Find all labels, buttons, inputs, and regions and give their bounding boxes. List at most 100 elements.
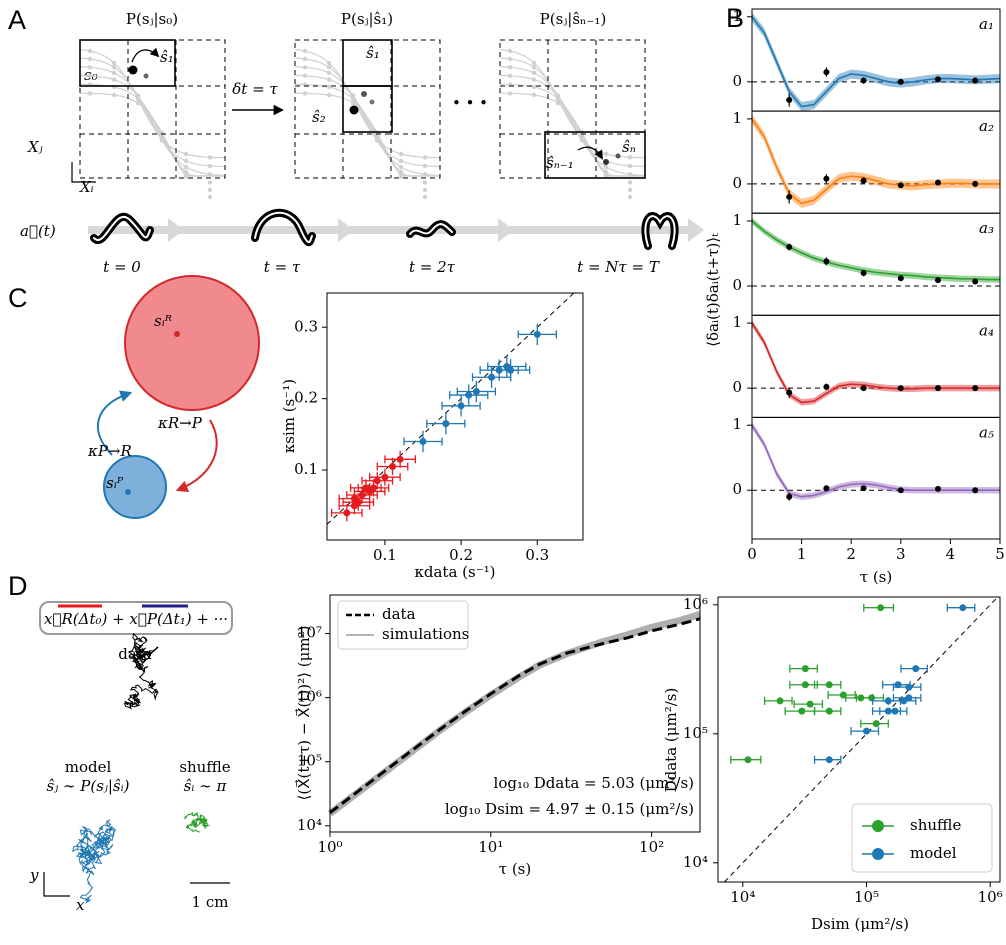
x-tick-label: 10⁰ (317, 838, 342, 856)
data-point (488, 373, 496, 381)
confidence-band (752, 421, 1000, 500)
data-point (786, 244, 793, 251)
data-point (877, 604, 885, 612)
state-dot (111, 77, 117, 82)
series-label: a₄ (979, 321, 994, 339)
state-dot (87, 65, 93, 70)
state-dot (507, 48, 513, 54)
state-dot (555, 101, 561, 106)
x-tick-label: 10⁴ (730, 888, 755, 906)
data-point (533, 330, 541, 338)
state-dot (531, 65, 537, 70)
legend-box (851, 803, 993, 873)
data-point (860, 270, 867, 277)
curve (751, 322, 1000, 404)
grid-title: P(sⱼ|ŝₙ₋₁) (540, 10, 607, 28)
panel-label: A (8, 5, 26, 35)
axis-label: Xⱼ (27, 138, 43, 156)
data-point (868, 694, 876, 702)
state-curve (294, 48, 441, 159)
state-dot (111, 60, 117, 66)
data-point (935, 76, 941, 83)
y-tick-label: 1 (732, 211, 742, 229)
state-dot (302, 56, 308, 62)
concat-label: x⃗R(Δt₀) + x⃗P(Δt₁) + ··· (44, 610, 228, 628)
data-point (801, 681, 809, 689)
state-curve (499, 66, 646, 176)
state-label: ŝ₂ (312, 108, 326, 126)
state-curve (79, 66, 226, 176)
trajectory (184, 812, 210, 833)
state-dot (111, 92, 117, 98)
data-point (786, 389, 793, 396)
x-axis-label: τ (s) (499, 860, 531, 878)
data-point (897, 385, 904, 392)
state-dot (326, 70, 332, 76)
data-point (442, 420, 450, 428)
series-label: a₅ (979, 423, 994, 441)
state-dot (349, 105, 359, 115)
state-label: ŝ₁ (366, 44, 380, 62)
legend-box (337, 600, 469, 650)
data-point (863, 727, 871, 735)
annotation: log₁₀ Dsim = 4.97 ± 0.15 (μm²/s) (445, 800, 694, 818)
state-dot (183, 164, 189, 170)
state-dot (350, 101, 356, 106)
transition-arrow (577, 146, 603, 160)
y-tick-label: 0 (732, 174, 742, 192)
data-point (897, 275, 904, 282)
state-dot (615, 153, 621, 159)
legend-swatch (872, 848, 884, 860)
posture (644, 215, 676, 247)
data-point (860, 385, 867, 392)
state-dot (302, 48, 308, 54)
data-point (806, 700, 814, 708)
posture-label: a⃗(t) (20, 222, 56, 240)
data-point (507, 366, 515, 374)
state-curve (294, 92, 440, 177)
y-tick-label: 10⁷ (297, 624, 322, 642)
data-point (825, 681, 833, 689)
data-point (786, 493, 793, 500)
data-point (825, 707, 833, 715)
state-dot (135, 101, 141, 106)
data-point (935, 179, 941, 186)
data-point (905, 683, 913, 691)
state-dot (302, 65, 308, 70)
data-point (343, 509, 351, 517)
state-dot (422, 187, 428, 193)
state-label: sᵢᴾ (106, 474, 124, 492)
x-tick-label: 5 (995, 545, 1005, 563)
state-dot (207, 180, 213, 185)
state-dot (603, 151, 609, 157)
state-dot (207, 163, 213, 169)
axes-frame (717, 596, 1001, 883)
identity-line (724, 596, 999, 883)
data-point (905, 694, 913, 702)
data-point (472, 388, 480, 396)
state-dot (398, 151, 404, 157)
state-dot (87, 56, 93, 62)
state-dot (143, 73, 149, 79)
transition-arrow (175, 419, 218, 492)
axis-arrows (43, 872, 70, 897)
state-dot (87, 48, 93, 54)
state-curve (79, 83, 225, 177)
transition-arrow (131, 47, 160, 63)
data-point (369, 484, 377, 492)
state-dot (183, 151, 189, 157)
curve (751, 220, 1000, 281)
state-curve (294, 66, 441, 176)
ellipsis: • • • (452, 94, 488, 112)
state-curve (499, 57, 646, 168)
state-dot (207, 194, 213, 200)
legend-label: data (382, 605, 416, 623)
x-tick-label: 3 (896, 545, 906, 563)
trajectory-rule: ŝᵢ ∼ π (184, 777, 228, 795)
y-tick-label: 0.2 (294, 389, 318, 407)
axes-frame (326, 292, 584, 541)
curve (751, 118, 1000, 205)
time-label: t = τ (264, 258, 301, 276)
x-tick-label: 1 (797, 545, 807, 563)
